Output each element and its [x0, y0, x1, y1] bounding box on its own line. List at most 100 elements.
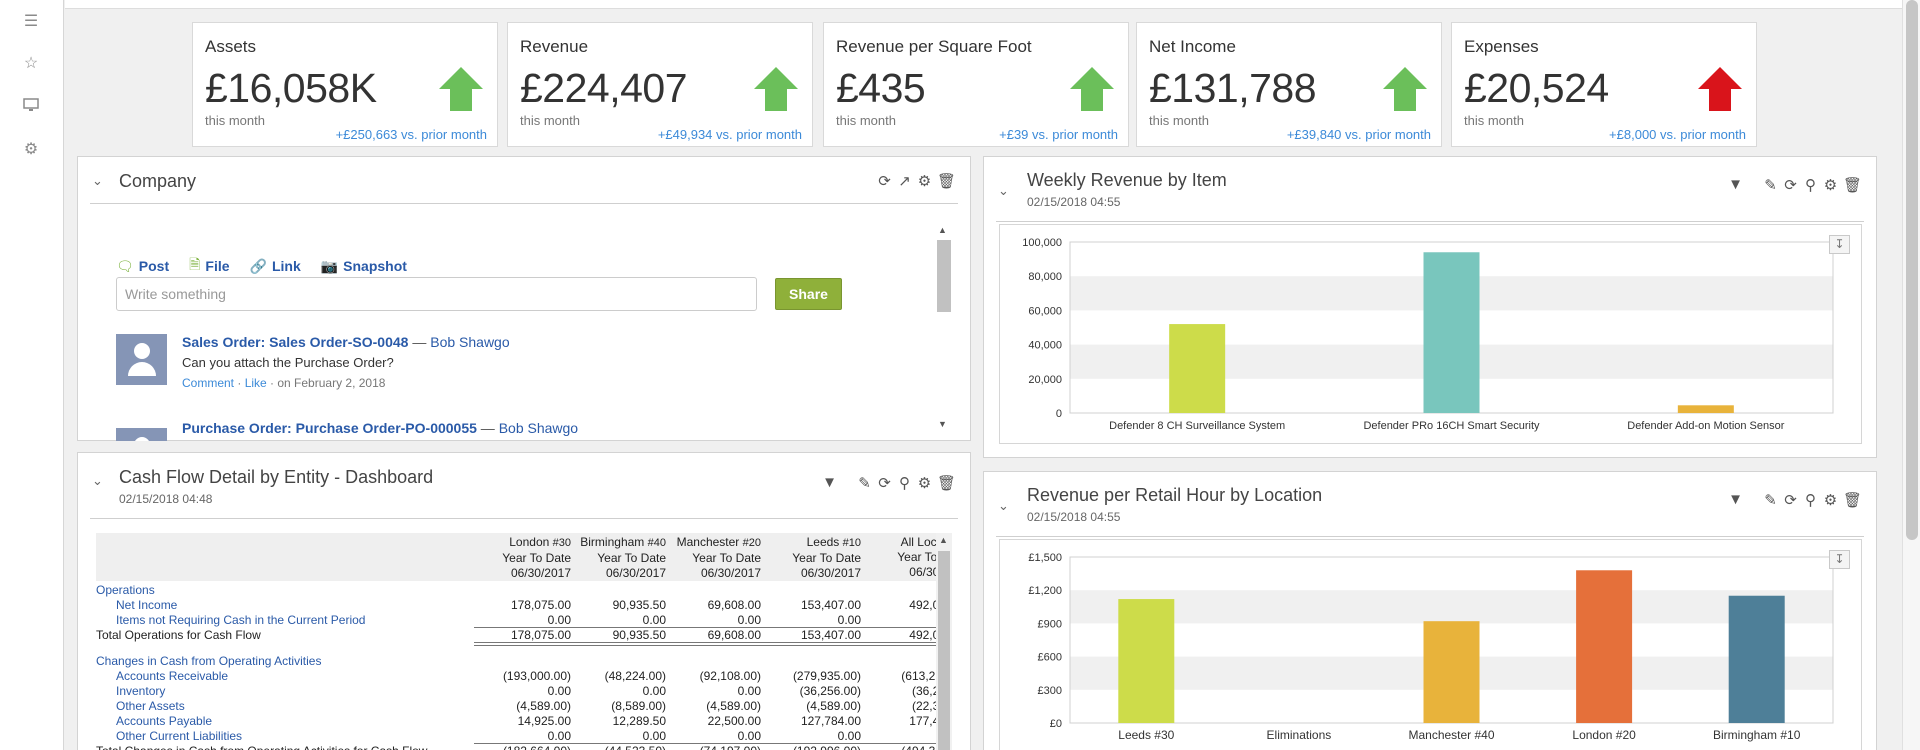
post-input[interactable]: Write something — [116, 277, 757, 311]
search-icon[interactable]: ⚲ — [899, 475, 910, 492]
scroll-up-icon[interactable]: ▲ — [938, 225, 947, 235]
x-tick-label: Manchester #40 — [1408, 728, 1494, 742]
scroll-down-icon[interactable]: ▼ — [938, 419, 947, 429]
table-cell: (44,523.50) — [605, 744, 666, 750]
star-icon[interactable]: ☆ — [23, 55, 39, 72]
kpi-tile[interactable]: Revenue per Square Foot £435 this month +£3… — [823, 22, 1129, 147]
kpi-delta: +£49,934 vs. prior month — [657, 127, 802, 142]
divider — [90, 203, 958, 204]
search-icon[interactable]: ⚲ — [1805, 492, 1816, 509]
collapse-chevron-icon[interactable]: ⌄ — [92, 173, 103, 188]
edit-icon[interactable]: ✎ — [1764, 492, 1777, 509]
kpi-tile[interactable]: Revenue £224,407 this month +£49,934 vs. pr… — [507, 22, 813, 147]
share-button[interactable]: Share — [775, 278, 842, 310]
filter-icon[interactable]: ▼ — [1728, 491, 1743, 508]
refresh-icon[interactable]: ⟳ — [878, 475, 891, 492]
comment-link[interactable]: Comment — [182, 376, 235, 390]
table-scrollbar[interactable]: ▲ — [936, 533, 952, 750]
download-icon[interactable]: ↧ — [1829, 550, 1850, 569]
row-label-link[interactable]: Net Income — [116, 598, 178, 612]
table-cell: (182,664.00) — [503, 744, 571, 750]
avatar — [116, 334, 167, 385]
monitor-icon[interactable] — [22, 97, 40, 115]
x-tick-label: Leeds #30 — [1118, 728, 1174, 742]
table-cell: (36,256. — [911, 684, 936, 698]
row-label-link[interactable]: Accounts Payable — [116, 714, 213, 728]
collapse-chevron-icon[interactable]: ⌄ — [998, 183, 1009, 198]
column-header[interactable]: Manchester #20 Year To Date 06/30/2017 — [676, 535, 761, 580]
arrow-up-icon — [754, 67, 798, 111]
filter-icon[interactable]: ▼ — [822, 474, 837, 491]
trash-icon[interactable]: 🗑 — [937, 173, 957, 190]
edit-icon[interactable]: ✎ — [1764, 177, 1777, 194]
table-cell: (4,589.00) — [806, 699, 861, 713]
link-action[interactable]: 🔗 Link — [249, 257, 301, 275]
refresh-icon[interactable]: ⟳ — [1784, 492, 1797, 509]
feed-scrollbar[interactable]: ▲ ▼ — [934, 225, 952, 430]
gear-icon[interactable]: ⚙ — [1823, 177, 1838, 194]
panel-toolbar: ⟳ ↗ ⚙ 🗑 — [877, 172, 957, 190]
download-icon[interactable]: ↧ — [1829, 235, 1850, 254]
table-cell: (8,589.00) — [611, 699, 666, 713]
row-label-link[interactable]: Changes in Cash from Operating Activitie… — [96, 654, 322, 668]
row-label-link[interactable]: Items not Requiring Cash in the Current … — [116, 613, 366, 627]
list-icon[interactable]: ☰ — [23, 13, 39, 30]
refresh-icon[interactable]: ⟳ — [1784, 177, 1797, 194]
company-panel: ⌄ Company ⟳ ↗ ⚙ 🗑 🗨 Post 🗎 File 🔗 Link 📷 Sna… — [77, 156, 971, 441]
column-header[interactable]: All LocatioYear To Da06/30/20 — [897, 535, 936, 579]
kpi-tile[interactable]: Assets £16,058K this month +£250,663 vs. pr… — [192, 22, 498, 147]
collapse-chevron-icon[interactable]: ⌄ — [92, 473, 103, 488]
page-scrollbar[interactable] — [1902, 0, 1920, 750]
table-cell: 12,289.50 — [612, 714, 666, 728]
edit-icon[interactable]: ✎ — [858, 475, 871, 492]
page-scrollbar-thumb[interactable] — [1906, 0, 1918, 540]
retail-hour-panel: ⌄ Revenue per Retail Hour by Location 02… — [983, 471, 1877, 750]
kpi-tile[interactable]: Expenses £20,524 this month +£8,000 vs. pri… — [1451, 22, 1757, 147]
row-label-link[interactable]: Inventory — [116, 684, 166, 698]
trash-icon[interactable]: 🗑 — [1843, 177, 1863, 194]
record-link[interactable]: Purchase Order: Purchase Order-PO-000055 — [182, 420, 477, 436]
snapshot-action[interactable]: 📷 Snapshot — [320, 257, 407, 275]
column-header[interactable]: Leeds #10 Year To Date 06/30/2017 — [792, 535, 861, 580]
like-link[interactable]: Like — [244, 376, 267, 390]
kpi-period: this month — [520, 113, 580, 128]
column-header[interactable]: Birmingham #40 Year To Date 06/30/2017 — [580, 535, 666, 580]
column-header[interactable]: London #30 Year To Date 06/30/2017 — [502, 535, 571, 580]
external-link-icon[interactable]: ↗ — [898, 173, 911, 190]
table-cell: 14,925.00 — [517, 714, 571, 728]
row-label-link[interactable]: Other Assets — [116, 699, 185, 713]
table-scrollbar-thumb[interactable] — [938, 551, 950, 750]
weekly-revenue-chart: 0 20,000 40,000 60,000 80,000 100,000 Defender… — [999, 224, 1862, 444]
kpi-tile[interactable]: Net Income £131,788 this month +£39,840 vs.… — [1136, 22, 1442, 147]
search-icon[interactable]: ⚲ — [1805, 177, 1816, 194]
post-action[interactable]: 🗨 Post — [116, 257, 170, 275]
row-label-link[interactable]: Operations — [96, 583, 155, 597]
avatar — [116, 428, 167, 441]
gear-icon[interactable]: ⚙ — [23, 141, 39, 158]
table-cell: 0.00 — [547, 729, 571, 743]
y-tick-label: 20,000 — [1028, 374, 1062, 386]
author-link[interactable]: Bob Shawgo — [498, 420, 579, 436]
row-label-link[interactable]: Accounts Receivable — [116, 669, 229, 683]
table-cell: (92,108.00) — [699, 669, 761, 683]
panel-title: Company — [119, 171, 197, 191]
row-label-link[interactable]: Other Current Liabilities — [116, 729, 243, 743]
trash-icon[interactable]: 🗑 — [937, 475, 957, 492]
kpi-value: £16,058K — [205, 65, 377, 111]
trash-icon[interactable]: 🗑 — [1843, 492, 1863, 509]
gear-icon[interactable]: ⚙ — [917, 475, 932, 492]
scroll-up-icon[interactable]: ▲ — [939, 535, 948, 545]
gear-icon[interactable]: ⚙ — [917, 173, 932, 190]
collapse-chevron-icon[interactable]: ⌄ — [998, 498, 1009, 513]
bar — [1423, 252, 1480, 413]
author-link[interactable]: Bob Shawgo — [430, 334, 510, 350]
table-cell: 90,935.50 — [612, 598, 666, 612]
filter-icon[interactable]: ▼ — [1728, 176, 1743, 193]
refresh-icon[interactable]: ⟳ — [878, 173, 891, 190]
file-action[interactable]: 🗎 File — [189, 254, 229, 278]
gear-icon[interactable]: ⚙ — [1823, 492, 1838, 509]
record-link[interactable]: Sales Order: Sales Order-SO-0048 — [182, 334, 409, 350]
total-rule — [474, 645, 936, 646]
table-cell: 0.00 — [837, 729, 861, 743]
feed-scrollbar-thumb[interactable] — [937, 240, 951, 312]
